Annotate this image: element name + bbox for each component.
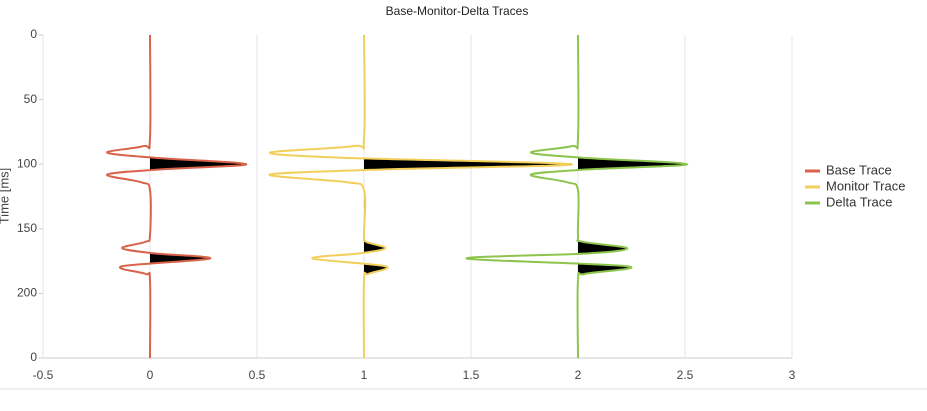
legend-label: Delta Trace: [826, 194, 892, 209]
y-axis-label: Time [ms]: [0, 168, 11, 225]
y-tick-label: 100: [17, 156, 37, 170]
y-tick-label: 150: [17, 221, 37, 235]
trace-fill: [364, 35, 572, 358]
trace-line: [465, 34, 689, 359]
trace-line: [268, 34, 573, 359]
chart-title: Base-Monitor-Delta Traces: [386, 4, 529, 18]
x-tick-label: 2.5: [677, 368, 694, 382]
x-tick-label: 1.5: [463, 368, 480, 382]
y-tick-label: 0: [30, 27, 37, 41]
y-tick-label: 200: [17, 286, 37, 300]
x-tick-label: 0.5: [249, 368, 266, 382]
legend-label: Base Trace: [826, 162, 892, 177]
x-tick-label: 3: [789, 368, 796, 382]
trace-fill: [150, 35, 247, 358]
y-tick-label: 50: [24, 92, 38, 106]
legend-label: Monitor Trace: [826, 178, 905, 193]
x-tick-label: 0: [147, 368, 154, 382]
y-tick-label: 0: [30, 350, 37, 364]
x-tick-label: 2: [575, 368, 582, 382]
x-tick-label: -0.5: [33, 368, 54, 382]
trace-line: [106, 34, 248, 359]
x-tick-label: 1: [361, 368, 368, 382]
